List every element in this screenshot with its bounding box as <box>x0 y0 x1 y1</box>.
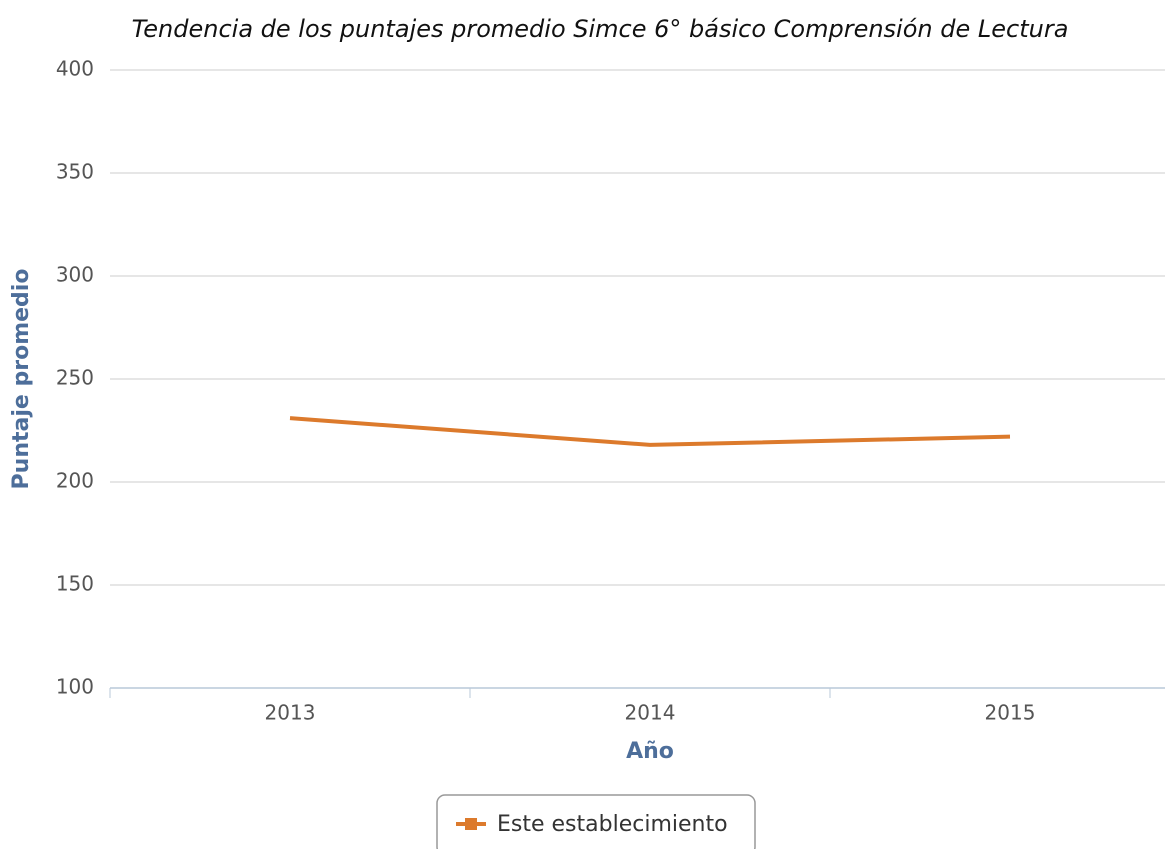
series-line <box>289 416 1011 447</box>
y-tick-label: 350 <box>56 160 94 184</box>
x-tick-label: 2014 <box>625 701 676 725</box>
y-tick-label: 150 <box>56 572 94 596</box>
x-axis-title: Año <box>626 739 674 764</box>
chart-title: Tendencia de los puntajes promedio Simce… <box>132 15 1069 43</box>
y-tick-label: 250 <box>56 366 94 390</box>
legend-label: Este establecimiento <box>497 812 728 837</box>
x-tick-label: 2015 <box>985 701 1036 725</box>
y-tick-label: 100 <box>56 675 94 699</box>
legend-box <box>436 794 756 849</box>
y-tick-label: 200 <box>56 469 94 493</box>
x-tick-label: 2013 <box>265 701 316 725</box>
y-axis-title: Puntaje promedio <box>9 269 34 490</box>
y-tick-label: 400 <box>56 57 94 81</box>
y-tick-label: 300 <box>56 263 94 287</box>
legend-marker <box>465 818 477 830</box>
